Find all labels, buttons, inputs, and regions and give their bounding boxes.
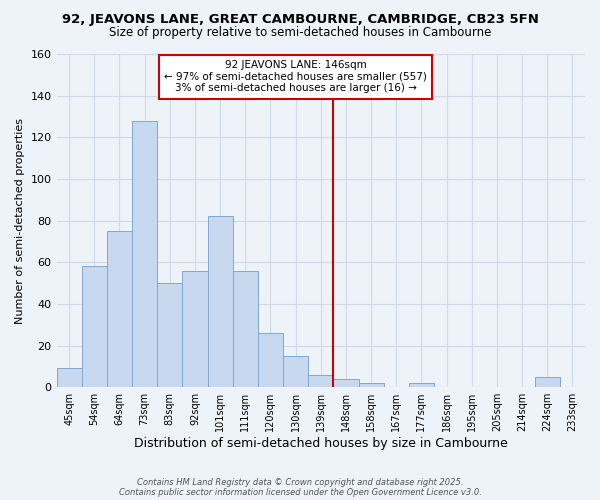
Bar xyxy=(208,216,233,387)
Bar xyxy=(132,120,157,387)
Bar xyxy=(82,266,107,387)
Bar xyxy=(535,377,560,387)
Y-axis label: Number of semi-detached properties: Number of semi-detached properties xyxy=(15,118,25,324)
Text: 92 JEAVONS LANE: 146sqm
← 97% of semi-detached houses are smaller (557)
3% of se: 92 JEAVONS LANE: 146sqm ← 97% of semi-de… xyxy=(164,60,427,94)
Bar xyxy=(157,283,182,387)
Text: Contains HM Land Registry data © Crown copyright and database right 2025.
Contai: Contains HM Land Registry data © Crown c… xyxy=(119,478,481,497)
Bar xyxy=(334,379,359,387)
X-axis label: Distribution of semi-detached houses by size in Cambourne: Distribution of semi-detached houses by … xyxy=(134,437,508,450)
Bar xyxy=(283,356,308,387)
Bar xyxy=(107,231,132,387)
Bar xyxy=(409,383,434,387)
Bar xyxy=(258,333,283,387)
Bar xyxy=(56,368,82,387)
Bar xyxy=(182,270,208,387)
Bar xyxy=(308,374,334,387)
Bar xyxy=(233,270,258,387)
Bar xyxy=(359,383,383,387)
Text: Size of property relative to semi-detached houses in Cambourne: Size of property relative to semi-detach… xyxy=(109,26,491,39)
Text: 92, JEAVONS LANE, GREAT CAMBOURNE, CAMBRIDGE, CB23 5FN: 92, JEAVONS LANE, GREAT CAMBOURNE, CAMBR… xyxy=(62,12,538,26)
